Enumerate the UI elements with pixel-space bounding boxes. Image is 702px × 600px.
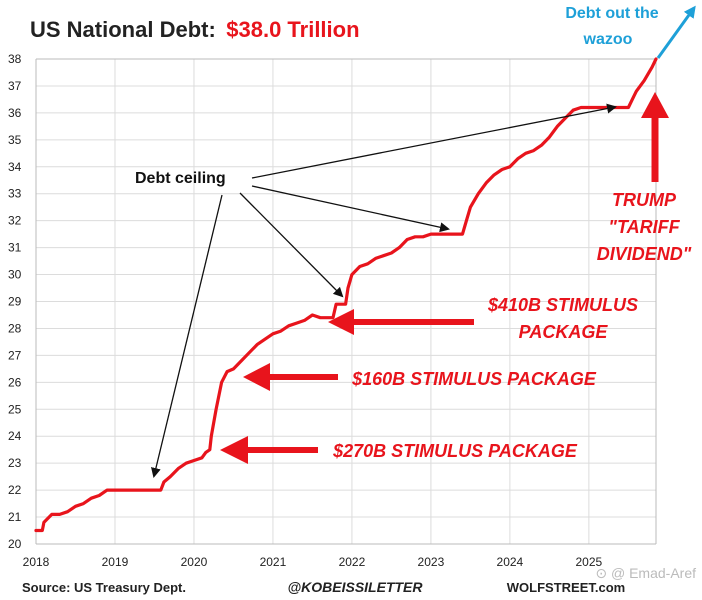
debt-ceiling-arrows	[151, 103, 617, 478]
source-label: Source: US Treasury Dept.	[22, 580, 186, 595]
x-tick-label: 2022	[339, 555, 366, 569]
debt-out-label-line2: wazoo	[583, 31, 633, 48]
y-tick-label: 28	[8, 321, 22, 335]
watermark-label: ⊙ @ Emad-Aref	[595, 565, 696, 581]
x-tick-label: 2025	[576, 555, 603, 569]
y-tick-labels: 20 21 22 23 24 25 26 27 28 29 30 31 32 33 34 35 36 37 38	[8, 52, 22, 551]
debt-out-arrow	[656, 5, 696, 59]
x-tick-label: 2024	[497, 555, 524, 569]
gridlines	[35, 58, 656, 545]
debt-out-label-line1: Debt out the	[565, 5, 658, 22]
y-tick-label: 20	[8, 537, 22, 551]
site-label: WOLFSTREET.com	[507, 580, 625, 595]
stimulus-410-label-line2: PACKAGE	[519, 322, 609, 342]
y-tick-label: 31	[8, 241, 22, 255]
y-tick-label: 23	[8, 456, 22, 470]
trump-arrow	[641, 92, 669, 182]
stimulus-410-arrow-head	[328, 309, 354, 335]
stimulus-270-label: $270B STIMULUS PACKAGE	[332, 441, 578, 461]
stimulus-410-arrow	[328, 309, 474, 335]
stimulus-160-arrow-head	[243, 363, 270, 391]
y-tick-label: 25	[8, 402, 22, 416]
y-tick-label: 26	[8, 375, 22, 389]
title-label: US National Debt:	[30, 17, 216, 42]
y-tick-label: 35	[8, 133, 22, 147]
debt-series-line	[34, 57, 658, 533]
y-tick-label: 27	[8, 348, 22, 362]
stimulus-410-label-line1: $410B STIMULUS	[487, 295, 638, 315]
x-tick-label: 2023	[418, 555, 445, 569]
trump-label-line1: TRUMP	[612, 190, 677, 210]
handle-label: @KOBEISSILETTER	[288, 579, 424, 595]
debt-ceiling-arrow-2021	[239, 192, 344, 298]
stimulus-160-label: $160B STIMULUS PACKAGE	[351, 369, 597, 389]
x-tick-labels: 2018 2019 2020 2021 2022 2023 2024 2025	[23, 555, 603, 569]
y-tick-label: 32	[8, 214, 22, 228]
trump-arrow-head	[641, 92, 669, 118]
axes	[35, 58, 657, 545]
chart-title: US National Debt: $38.0 Trillion	[30, 17, 360, 42]
y-tick-label: 24	[8, 429, 22, 443]
x-tick-label: 2018	[23, 555, 50, 569]
debt-ceiling-arrow-2025	[251, 103, 617, 179]
debt-ceiling-arrow-2019	[151, 194, 223, 478]
y-tick-label: 37	[8, 79, 22, 93]
stimulus-270-arrow-head	[220, 436, 248, 464]
y-tick-label: 38	[8, 52, 22, 66]
y-tick-label: 22	[8, 483, 22, 497]
stimulus-160-arrow	[243, 363, 338, 391]
y-tick-label: 21	[8, 510, 22, 524]
y-tick-label: 36	[8, 106, 22, 120]
trump-label-line2: "TARIFF	[608, 217, 680, 237]
x-tick-label: 2020	[181, 555, 208, 569]
y-tick-label: 30	[8, 268, 22, 282]
trump-label-line3: DIVIDEND"	[597, 244, 692, 264]
y-tick-label: 33	[8, 187, 22, 201]
title-value: $38.0 Trillion	[226, 17, 359, 42]
x-tick-label: 2021	[260, 555, 287, 569]
y-tick-label: 29	[8, 295, 22, 309]
debt-ceiling-arrow-2023	[251, 185, 450, 233]
stimulus-270-arrow	[220, 436, 318, 464]
debt-ceiling-label: Debt ceiling	[135, 170, 226, 187]
y-tick-label: 34	[8, 160, 22, 174]
x-tick-label: 2019	[102, 555, 129, 569]
